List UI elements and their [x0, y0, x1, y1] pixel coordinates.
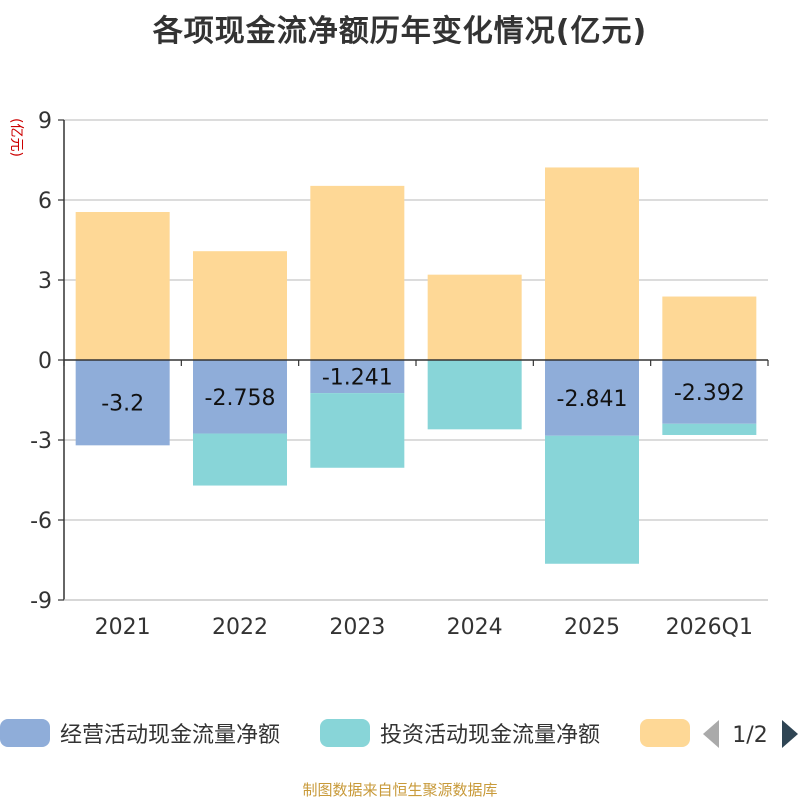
bar-s2-2026Q1 [662, 296, 757, 360]
axes: 9 6 3 0 -3 -6 -9 2021 2022 2023 2024 2025 2026Q1 [30, 109, 769, 640]
y-tick-label-4: -3 [30, 429, 52, 454]
y-tick-label-5: -6 [30, 509, 52, 534]
x-tick-label-2024: 2024 [447, 615, 503, 640]
bar-s1-2024 [427, 360, 522, 430]
data-label-s0-2023: -1.241 [322, 366, 393, 391]
legend-swatch-0 [0, 719, 50, 747]
x-tick-label-2022: 2022 [212, 615, 268, 640]
legend-page-indicator: 1/2 [732, 723, 767, 748]
y-tick-label-0: 9 [38, 109, 52, 134]
bar-s2-2021 [75, 212, 170, 360]
bar-s0-2026Q1 [662, 360, 757, 424]
chart-title: 各项现金流净额历年变化情况(亿元) [152, 14, 648, 49]
legend-swatch-2 [640, 719, 690, 747]
x-tick-label-2026Q1: 2026Q1 [666, 615, 753, 640]
legend-label-0: 经营活动现金流量净额 [60, 723, 280, 748]
bar-s1-2026Q1 [662, 423, 757, 435]
y-tick-label-3: 0 [38, 349, 52, 374]
y-axis-unit-label: (亿元) [8, 118, 24, 157]
legend-prev-page-icon[interactable] [703, 720, 719, 748]
bar-s0-2022 [193, 360, 287, 434]
bar-s0-2023 [310, 360, 405, 394]
legend: 经营活动现金流量净额 投资活动现金流量净额 1/2 [0, 719, 798, 748]
data-label-s0-2025: -2.841 [557, 387, 628, 412]
bar-s1-2022 [193, 433, 287, 486]
legend-label-1: 投资活动现金流量净额 [380, 723, 600, 748]
source-note: 制图数据来自恒生聚源数据库 [302, 781, 498, 799]
bar-s1-2023 [310, 393, 405, 468]
bar-s2-2023 [310, 185, 405, 360]
y-tick-label-2: 3 [38, 269, 52, 294]
data-label-s0-2022: -2.758 [205, 386, 276, 411]
legend-swatch-1 [320, 719, 370, 747]
data-labels: -3.2 -2.758 -1.241 -2.841 -2.392 [101, 366, 745, 417]
x-tick-label-2023: 2023 [329, 615, 385, 640]
y-tick-label-6: -9 [30, 589, 52, 614]
y-tick-label-1: 6 [38, 189, 52, 214]
data-label-s0-2021: -3.2 [101, 392, 144, 417]
data-label-s0-2026Q1: -2.392 [674, 381, 745, 406]
x-tick-label-2021: 2021 [95, 615, 151, 640]
bar-s1-2025 [545, 435, 639, 564]
bar-s2-2024 [427, 274, 522, 360]
bars [75, 167, 757, 564]
bar-s2-2025 [545, 167, 639, 360]
bar-s0-2021 [75, 360, 170, 446]
x-tick-label-2025: 2025 [564, 615, 620, 640]
bar-s2-2022 [193, 251, 287, 360]
legend-next-page-icon[interactable] [782, 720, 798, 748]
bar-s0-2025 [545, 360, 639, 436]
